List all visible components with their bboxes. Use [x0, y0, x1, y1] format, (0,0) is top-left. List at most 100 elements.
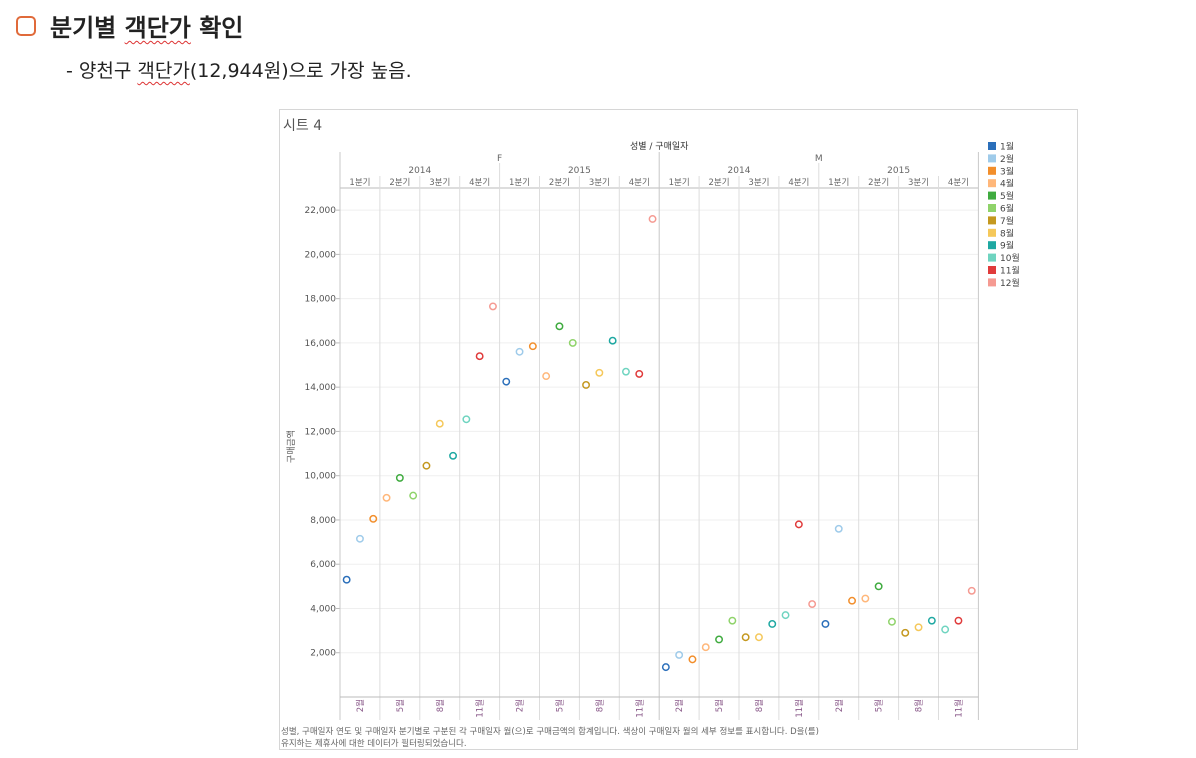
y-tick-label: 18,000	[305, 295, 337, 305]
data-point	[861, 594, 870, 603]
data-point	[914, 623, 923, 632]
quarter-label: 2분기	[709, 178, 730, 188]
legend-label: 5월	[1000, 190, 1014, 202]
data-point	[768, 620, 777, 628]
data-point	[688, 655, 697, 664]
quarter-label: 3분기	[429, 178, 450, 188]
caption-line-2: 유지하는 제휴사에 대한 데이터가 필터링되었습니다.	[281, 739, 467, 749]
x-tick-label: 8월	[754, 699, 765, 712]
data-point	[781, 611, 790, 620]
legend-label: 1월	[1000, 141, 1014, 153]
legend-label: 7월	[1000, 215, 1014, 227]
data-point	[582, 381, 590, 389]
quarter-label: 1분기	[509, 178, 530, 188]
legend-swatch	[988, 179, 996, 188]
y-tick-label: 20,000	[305, 250, 337, 260]
data-point	[941, 625, 950, 634]
quarter-label: 1분기	[349, 178, 370, 188]
heading-title-part: 분기별	[50, 14, 125, 42]
data-point	[382, 493, 391, 502]
data-point	[848, 596, 856, 605]
data-point	[356, 534, 364, 543]
quarter-label: 2분기	[549, 178, 570, 188]
data-point	[515, 347, 524, 356]
legend-label: 6월	[1000, 203, 1014, 215]
data-point	[874, 582, 883, 591]
heading-title-part: 확인	[190, 14, 244, 42]
data-point	[661, 663, 670, 672]
legend-swatch	[988, 166, 996, 175]
legend-swatch	[988, 154, 996, 163]
heading-title: 분기별 객단가 확인	[50, 8, 243, 43]
x-tick-label: 5월	[714, 699, 725, 712]
chart-sheet	[279, 109, 1078, 750]
y-tick-label: 16,000	[305, 339, 337, 349]
data-point	[342, 575, 351, 584]
data-point	[555, 322, 564, 331]
x-tick-label: 11월	[475, 699, 486, 718]
data-point	[422, 461, 431, 470]
chart-caption: 성별, 구매일자 연도 및 구매일자 분기별로 구분된 각 구매일자 월(으)로…	[281, 726, 961, 750]
quarter-label: 4분기	[788, 178, 809, 188]
legend-label: 10월	[1000, 252, 1020, 264]
legend-label: 11월	[1000, 265, 1020, 277]
y-tick-label: 12,000	[305, 427, 337, 437]
data-point	[901, 628, 910, 637]
x-tick-label: 2월	[834, 699, 845, 712]
y-axis-title: 구매금액	[285, 430, 297, 463]
header-title: 성별 / 구매일자	[630, 141, 689, 152]
data-point	[595, 368, 604, 377]
legend-swatch	[988, 191, 996, 200]
data-point	[435, 419, 444, 428]
subheading: - 양천구 객단가(12,944원)으로 가장 높음.	[66, 56, 412, 83]
data-point	[369, 514, 378, 523]
data-point	[568, 338, 577, 347]
data-point	[715, 635, 723, 644]
checkbox-icon[interactable]	[16, 15, 36, 36]
legend-swatch	[988, 216, 996, 225]
data-point	[821, 620, 830, 628]
legend-label: 4월	[1000, 178, 1014, 190]
legend-label: 2월	[1000, 153, 1014, 165]
quarter-label: 1분기	[669, 178, 690, 188]
legend-swatch	[988, 228, 996, 237]
x-tick-label: 8월	[435, 699, 446, 712]
year-label: 2014	[728, 166, 751, 176]
data-point	[608, 336, 617, 345]
subheading-prefix: - 양천구	[66, 60, 138, 82]
data-point	[675, 651, 684, 659]
data-point	[755, 633, 763, 642]
year-label: 2015	[568, 166, 591, 176]
quarter-label: 3분기	[908, 178, 929, 188]
year-label: 2015	[887, 166, 910, 176]
data-point	[409, 491, 418, 500]
data-point	[701, 643, 710, 652]
data-point	[888, 617, 896, 626]
quarter-label: 2분기	[389, 178, 410, 188]
data-point	[542, 372, 551, 381]
y-tick-label: 6,000	[310, 560, 336, 570]
data-point	[528, 342, 537, 351]
legend-swatch	[988, 142, 996, 150]
legend-label: 3월	[1000, 165, 1014, 177]
x-tick-label: 2월	[674, 699, 685, 712]
data-point	[834, 524, 843, 533]
data-point	[648, 215, 657, 223]
legend-label: 9월	[1000, 240, 1014, 252]
y-tick-label: 10,000	[305, 472, 337, 482]
data-point	[728, 616, 737, 625]
data-point	[967, 586, 976, 595]
gender-label: M	[815, 154, 823, 164]
data-point	[927, 616, 936, 625]
gender-label: F	[497, 154, 502, 164]
quarter-label: 1분기	[828, 178, 849, 188]
legend-swatch	[988, 253, 996, 262]
x-tick-label: 5월	[554, 699, 565, 712]
x-tick-label: 8월	[914, 699, 925, 712]
x-tick-label: 11월	[794, 699, 805, 718]
legend-label: 8월	[1000, 227, 1014, 239]
x-tick-label: 8월	[594, 699, 605, 712]
data-point	[449, 451, 457, 460]
caption-line-1: 성별, 구매일자 연도 및 구매일자 분기별로 구분된 각 구매일자 월(으)로…	[281, 727, 819, 737]
